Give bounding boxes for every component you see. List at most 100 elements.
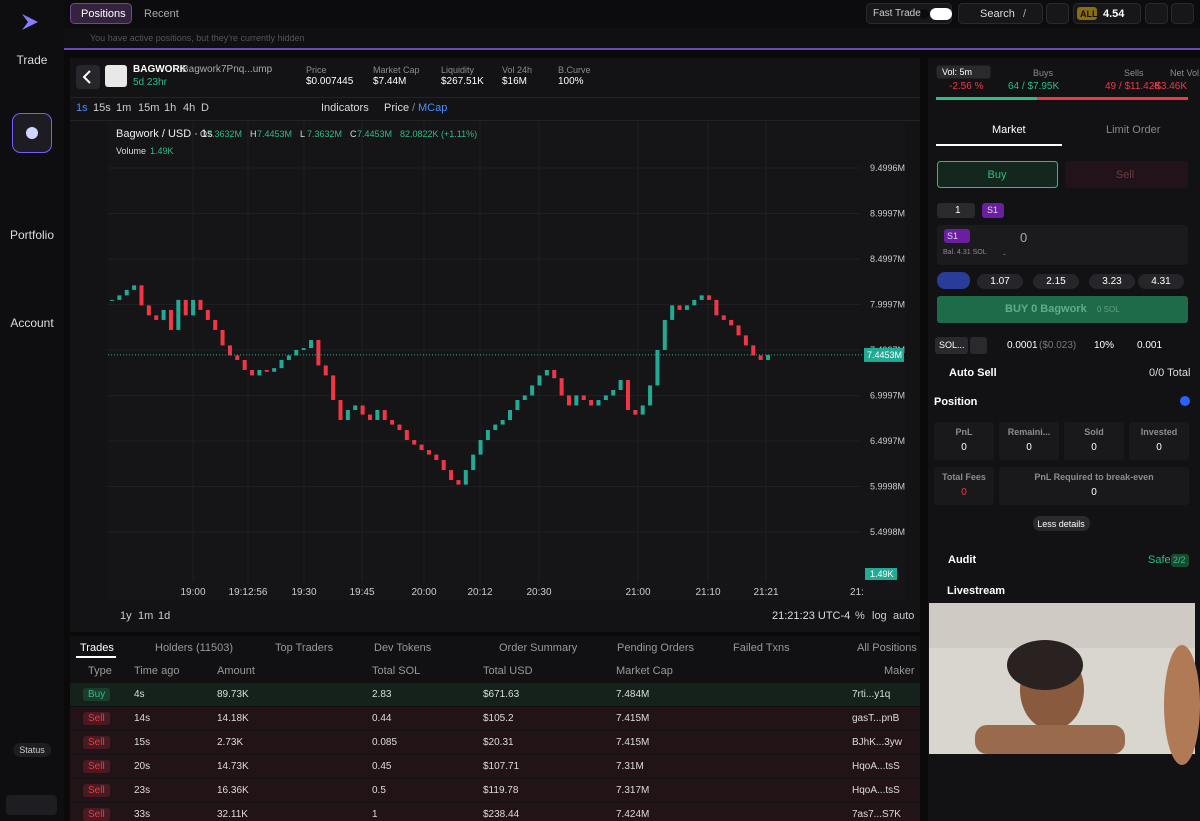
- maker[interactable]: HqoA...tsS: [852, 785, 900, 796]
- audit[interactable]: Audit: [948, 554, 977, 566]
- maker[interactable]: BJhK...3yw: [852, 737, 903, 748]
- order-tab[interactable]: Market: [992, 124, 1026, 136]
- trade-row[interactable]: [70, 683, 920, 706]
- price-toggle[interactable]: Price: [384, 102, 410, 114]
- preset-select[interactable]: [937, 203, 975, 218]
- dollar-icon[interactable]: [1180, 396, 1190, 406]
- expand-button[interactable]: [6, 795, 57, 815]
- candle: [729, 319, 734, 326]
- sell-toggle[interactable]: [1065, 161, 1188, 188]
- interval[interactable]: 1m: [116, 102, 132, 114]
- bell[interactable]: [1145, 3, 1168, 24]
- tab[interactable]: Positions: [81, 8, 126, 20]
- flow-label: Net Vol.: [1170, 68, 1200, 78]
- currency[interactable]: SOL...: [939, 340, 965, 350]
- trade-row[interactable]: [70, 779, 920, 802]
- trade-row[interactable]: [70, 731, 920, 754]
- trades-tab[interactable]: Holders (11503): [155, 642, 234, 654]
- maker[interactable]: 7rti...y1q: [852, 689, 891, 700]
- interval[interactable]: 15s: [93, 102, 111, 114]
- quick-amount[interactable]: 1.07: [977, 274, 1023, 289]
- trades-tab[interactable]: Order Summary: [499, 642, 578, 654]
- trade-row[interactable]: [70, 755, 920, 778]
- shortcut-key[interactable]: /: [1023, 8, 1027, 20]
- status-pill[interactable]: Status: [13, 743, 51, 757]
- range[interactable]: 1y: [120, 610, 132, 622]
- balance[interactable]: 4.54: [1103, 8, 1125, 20]
- position-title[interactable]: Position: [934, 396, 978, 408]
- interval[interactable]: D: [201, 102, 209, 114]
- candle: [139, 285, 144, 306]
- scale-option[interactable]: %: [855, 610, 865, 622]
- range[interactable]: 1d: [158, 610, 171, 622]
- quick-toggle[interactable]: [937, 272, 970, 289]
- trade-row[interactable]: [70, 707, 920, 730]
- wallet-label[interactable]: ALL: [1080, 9, 1098, 19]
- toggle[interactable]: [930, 8, 952, 20]
- mcap-toggle[interactable]: MCap: [418, 102, 448, 114]
- candle: [213, 319, 218, 330]
- interval[interactable]: 1s: [76, 102, 88, 114]
- trades-tab[interactable]: Failed Txns: [733, 642, 790, 654]
- nav-label[interactable]: Trade: [16, 53, 48, 67]
- less-details[interactable]: Less details: [1037, 519, 1085, 529]
- trades-tab[interactable]: Dev Tokens: [374, 642, 432, 654]
- maker[interactable]: gasT...pnB: [852, 713, 900, 724]
- candle: [766, 354, 770, 360]
- nav-label[interactable]: Portfolio: [9, 228, 55, 242]
- submit-button[interactable]: [937, 296, 1188, 323]
- quick-amount[interactable]: 3.23: [1089, 274, 1135, 289]
- buy-toggle[interactable]: [937, 161, 1058, 188]
- search-box[interactable]: [958, 3, 1043, 24]
- candle: [670, 305, 675, 320]
- settings-caret[interactable]: [970, 337, 987, 354]
- candle: [625, 379, 630, 411]
- amount-box[interactable]: [937, 225, 1188, 265]
- y-tick-label: 6.9997M: [870, 390, 905, 400]
- trade-cell: $20.31: [483, 737, 514, 748]
- order-tab[interactable]: Limit Order: [1106, 124, 1161, 136]
- less-button[interactable]: [1033, 516, 1090, 531]
- side-label[interactable]: Buy: [987, 169, 1007, 181]
- tab-selected[interactable]: [70, 3, 132, 24]
- interval[interactable]: 4h: [183, 102, 196, 114]
- vol-period-box[interactable]: [936, 65, 991, 79]
- back-button[interactable]: [76, 65, 100, 89]
- position-label: Invested: [1140, 427, 1178, 437]
- trades-tab[interactable]: Trades: [80, 642, 114, 654]
- vol-period[interactable]: Vol: 5m: [942, 67, 973, 77]
- x-tick-label: 21:21: [753, 587, 778, 598]
- trades-tab[interactable]: Pending Orders: [617, 642, 695, 654]
- currency-select[interactable]: [935, 337, 968, 354]
- scale-option[interactable]: log: [872, 610, 887, 622]
- star-button[interactable]: [1046, 3, 1069, 24]
- maker[interactable]: HqoA...tsS: [852, 761, 900, 772]
- user[interactable]: [1171, 3, 1194, 24]
- interval[interactable]: 1h: [164, 102, 177, 114]
- maker[interactable]: 7as7...S7K: [852, 809, 901, 820]
- chart-title: Bagwork / USD · 1s: [116, 128, 213, 140]
- stat-card: [999, 422, 1059, 460]
- interval[interactable]: 15m: [138, 102, 160, 114]
- token-address[interactable]: 7Pnq...ump: [221, 64, 273, 75]
- search-label[interactable]: Search: [980, 8, 1015, 20]
- quick-amount[interactable]: 4.31: [1138, 274, 1184, 289]
- candle: [161, 309, 166, 320]
- nav-label[interactable]: Account: [10, 316, 54, 330]
- trades-tab[interactable]: Top Traders: [275, 642, 334, 654]
- candle: [397, 424, 402, 431]
- column-header: Total USD: [483, 665, 533, 677]
- trade-cell: 7.31M: [616, 761, 644, 772]
- tab[interactable]: Recent: [144, 8, 179, 20]
- quick-amount[interactable]: 2.15: [1033, 274, 1079, 289]
- trades-tab[interactable]: All Positions: [857, 642, 917, 654]
- auto-sell[interactable]: Auto Sell: [949, 367, 997, 379]
- side-label[interactable]: Sell: [1115, 169, 1135, 181]
- range[interactable]: 1m: [138, 610, 154, 622]
- candle: [530, 385, 535, 396]
- scale-option[interactable]: auto: [893, 610, 915, 622]
- trade-row[interactable]: [70, 803, 920, 821]
- indicators[interactable]: Indicators: [321, 102, 369, 114]
- x-tick-label: 20:00: [411, 587, 436, 598]
- fast-trade-label[interactable]: Fast Trade: [873, 8, 921, 19]
